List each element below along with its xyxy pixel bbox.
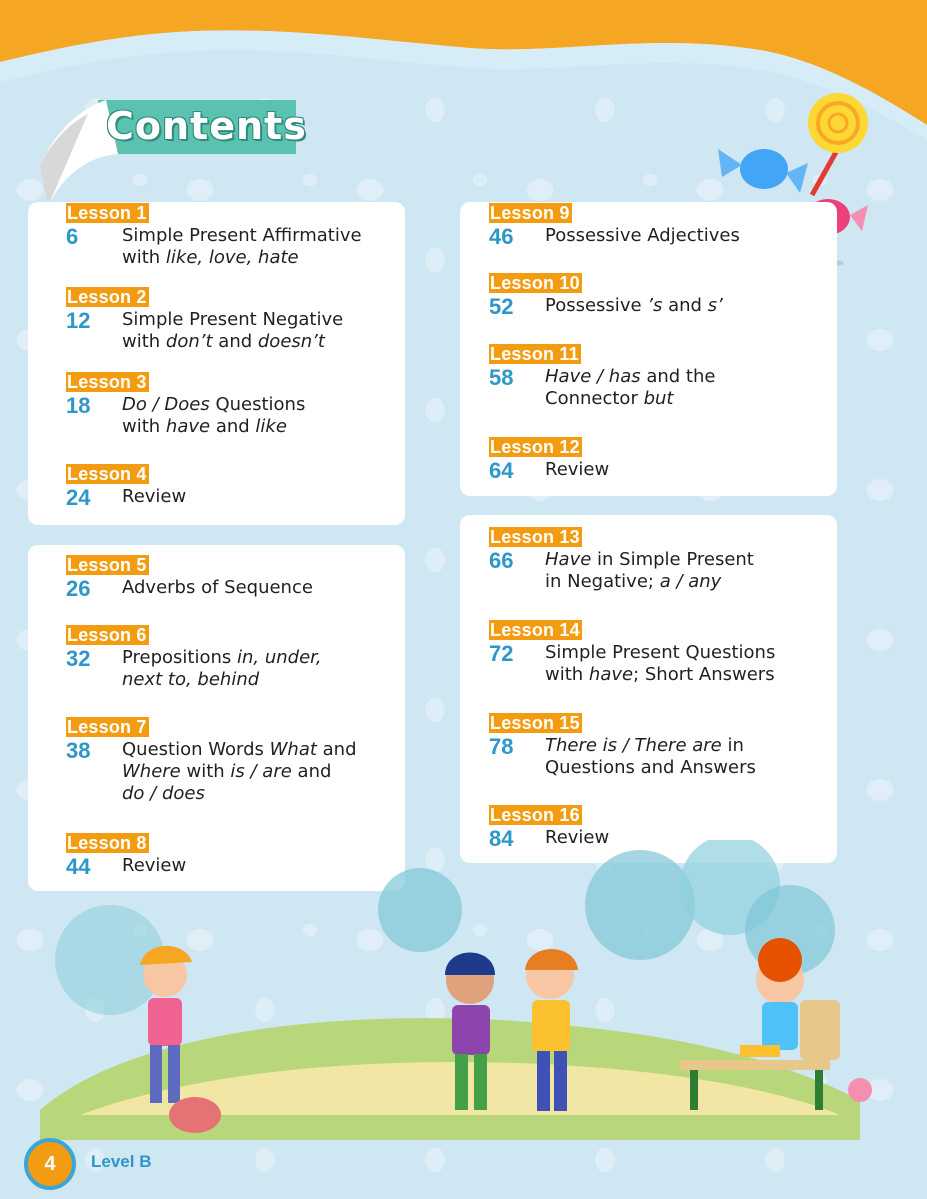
lesson-page-number: 66 bbox=[489, 548, 514, 573]
lesson-label: Lesson 6 bbox=[66, 625, 149, 645]
lesson-title: Review bbox=[122, 855, 187, 876]
lesson-title: Possessive ’s and s’ bbox=[545, 295, 723, 316]
lesson-entry: Lesson 6 32 Prepositions in, under, next to… bbox=[66, 625, 322, 691]
lesson-entry: Lesson 4 24 Review bbox=[66, 464, 187, 510]
child-1 bbox=[140, 945, 192, 1103]
lesson-title: Simple Present Questions with have; Short… bbox=[545, 642, 776, 685]
children-playground-illustration bbox=[40, 840, 872, 1140]
lesson-page-number: 46 bbox=[489, 224, 514, 249]
lesson-label: Lesson 9 bbox=[489, 203, 572, 223]
lesson-entry: Lesson 11 58 Have / has and the Connector b… bbox=[489, 344, 715, 410]
child-3 bbox=[525, 949, 578, 1111]
lesson-label: Lesson 15 bbox=[489, 713, 582, 733]
lesson-label: Lesson 1 bbox=[66, 203, 149, 223]
lesson-title: Have / has and the Connector but bbox=[545, 366, 716, 409]
lesson-title: Have in Simple Present in Negative; a / a… bbox=[545, 549, 754, 592]
lesson-page-number: 84 bbox=[489, 826, 514, 851]
lesson-entry: Lesson 9 46 Possessive Adjectives bbox=[489, 203, 740, 249]
bench bbox=[680, 1000, 840, 1110]
lesson-entry: Lesson 1 6 Simple Present Affirmative with … bbox=[66, 203, 362, 269]
lesson-page-number: 44 bbox=[66, 854, 91, 879]
lesson-label: Lesson 12 bbox=[489, 437, 582, 457]
page-number-badge: 4 bbox=[24, 1138, 76, 1190]
lesson-label: Lesson 3 bbox=[66, 372, 149, 392]
lesson-entry: Lesson 12 64 Review bbox=[489, 437, 610, 483]
contents-banner bbox=[40, 100, 296, 206]
lesson-page-number: 26 bbox=[66, 576, 91, 601]
lesson-entry: Lesson 13 66 Have in Simple Present in Nega… bbox=[489, 527, 754, 593]
lesson-label: Lesson 16 bbox=[489, 805, 582, 825]
lesson-page-number: 38 bbox=[66, 738, 91, 763]
lesson-entry: Lesson 10 52 Possessive ’s and s’ bbox=[489, 273, 723, 319]
lesson-title: Possessive Adjectives bbox=[545, 225, 740, 246]
lesson-label: Lesson 13 bbox=[489, 527, 582, 547]
lesson-label: Lesson 14 bbox=[489, 620, 582, 640]
lesson-page-number: 78 bbox=[489, 734, 514, 759]
child-2 bbox=[445, 952, 495, 1110]
lesson-title: Adverbs of Sequence bbox=[122, 577, 313, 598]
lesson-title: Review bbox=[545, 459, 610, 480]
lesson-entry: Lesson 5 26 Adverbs of Sequence bbox=[66, 555, 313, 601]
lesson-title: Review bbox=[545, 827, 610, 848]
lesson-page-number: 58 bbox=[489, 365, 514, 390]
lesson-page-number: 24 bbox=[66, 485, 91, 510]
lesson-entry: Lesson 14 72 Simple Present Questions with … bbox=[489, 620, 775, 686]
lesson-label: Lesson 7 bbox=[66, 717, 149, 737]
lesson-entry: Lesson 7 38 Question Words What and Where w… bbox=[66, 717, 357, 805]
lesson-title: There is / There are in Questions and Ans… bbox=[545, 735, 756, 778]
lesson-title: Do / Does Questions with have and like bbox=[122, 394, 306, 437]
lesson-entry: Lesson 3 18 Do / Does Questions with have a… bbox=[66, 372, 305, 438]
level-label: Level B bbox=[91, 1152, 152, 1171]
lesson-page-number: 72 bbox=[489, 641, 514, 666]
lesson-label: Lesson 5 bbox=[66, 555, 149, 575]
lesson-title: Prepositions in, under, next to, behind bbox=[122, 647, 322, 690]
lesson-page-number: 32 bbox=[66, 646, 91, 671]
page-title: Contents bbox=[106, 104, 307, 148]
lesson-page-number: 6 bbox=[66, 224, 79, 249]
top-wave-decoration bbox=[0, 0, 927, 140]
lesson-title: Question Words What and Where with is / a… bbox=[122, 739, 357, 804]
lesson-entry: Lesson 2 12 Simple Present Negative with do… bbox=[66, 287, 343, 353]
lesson-title: Simple Present Affirmative with like, lov… bbox=[122, 225, 362, 268]
lesson-page-number: 12 bbox=[66, 308, 91, 333]
lesson-entry: Lesson 16 84 Review bbox=[489, 805, 610, 851]
lesson-title: Simple Present Negative with don’t and do… bbox=[122, 309, 344, 352]
lesson-label: Lesson 10 bbox=[489, 273, 582, 293]
lesson-title: Review bbox=[122, 486, 187, 507]
lesson-entry: Lesson 15 78 There is / There are in Questi… bbox=[489, 713, 756, 779]
lesson-label: Lesson 2 bbox=[66, 287, 149, 307]
lesson-page-number: 18 bbox=[66, 393, 91, 418]
lesson-entry: Lesson 8 44 Review bbox=[66, 833, 187, 879]
lesson-label: Lesson 8 bbox=[66, 833, 149, 853]
lesson-page-number: 52 bbox=[489, 294, 514, 319]
lesson-label: Lesson 4 bbox=[66, 464, 149, 484]
lesson-page-number: 64 bbox=[489, 458, 514, 483]
lesson-label: Lesson 11 bbox=[489, 344, 581, 364]
child-4 bbox=[740, 938, 804, 1057]
